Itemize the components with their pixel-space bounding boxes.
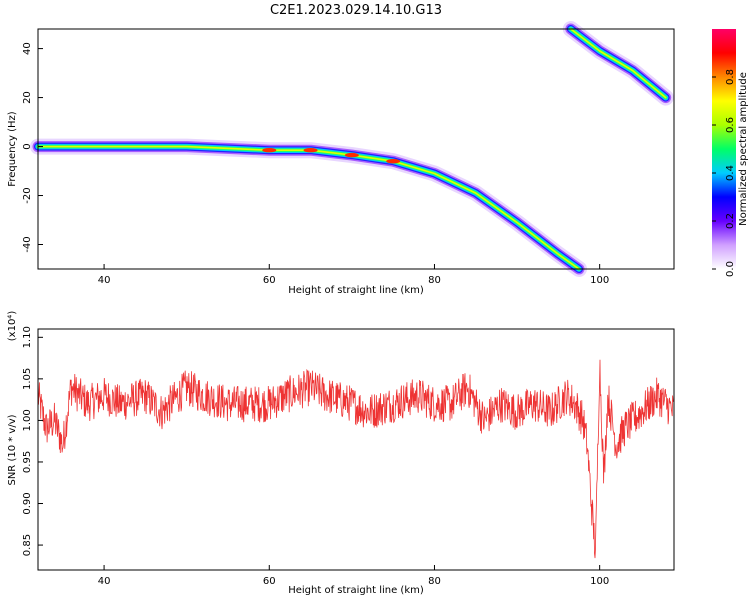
spectrogram-xtick-label: 80	[428, 275, 441, 286]
spectrogram-ytick-label: -20	[22, 187, 33, 203]
colorbar-tick-label: 0.6	[725, 117, 736, 133]
snr-ytick-label: 0.85	[22, 534, 33, 556]
spectrogram-trace-2-band-6	[570, 28, 667, 99]
snr-ytick-label: 1.10	[22, 326, 33, 348]
snr-ytick-label: 0.90	[22, 492, 33, 514]
snr-ylabel: SNR (10 * v/v)	[7, 414, 18, 485]
spectrogram-trace-1-band-6	[37, 145, 580, 270]
spectrogram-peak-marker	[344, 152, 359, 158]
snr-ytick-label: 1.00	[22, 409, 33, 431]
spectrogram-trace-1-band-5	[36, 144, 581, 271]
colorbar-gradient	[712, 29, 736, 269]
spectrogram-xtick-label: 60	[263, 275, 276, 286]
colorbar: 0.0 0.2 0.4 0.6 0.8 Normalized spectral ampl…	[712, 29, 749, 277]
spectrogram-ylabel: Frequency (Hz)	[7, 111, 18, 187]
snr-ytick-label: 1.05	[22, 368, 33, 390]
colorbar-ticks: 0.0 0.2 0.4 0.6 0.8	[712, 69, 736, 277]
spectrogram-xlabel: Height of straight line (km)	[288, 285, 424, 296]
colorbar-tick-label: 0.2	[725, 213, 736, 229]
spectrogram-ytick-label: -40	[22, 236, 33, 252]
spectrogram-ytick-label: 20	[22, 91, 33, 104]
spectrogram-frame	[37, 28, 675, 270]
spectrogram-ytick-label: 40	[22, 42, 33, 55]
figure-title: C2E1.2023.029.14.10.G13	[270, 3, 442, 18]
spectrogram-peak-marker	[303, 148, 318, 153]
spectrogram-peak-marker	[386, 159, 401, 164]
spectrogram-xtick-label: 100	[590, 275, 609, 286]
colorbar-label: Normalized spectral amplitude	[738, 72, 749, 226]
colorbar-tick-label: 0.8	[725, 69, 736, 85]
spectrogram-panel: 40 60 80 100 -40 -20 0 20 40 Height of straight …	[7, 21, 675, 296]
snr-xtick-label: 100	[590, 576, 609, 587]
spectrogram-xtick-label: 40	[98, 275, 111, 286]
spectrogram-peak-marker	[262, 148, 277, 153]
snr-ticks: 40 60 80 100 0.85 0.90 0.95 1.00 1.05 1.10	[22, 326, 609, 587]
snr-xtick-label: 60	[263, 576, 276, 587]
spectrogram-ytick-label: 0	[22, 143, 33, 149]
spectrogram-ticks: 40 60 80 100 -40 -20 0 20 40	[22, 42, 609, 286]
colorbar-tick-label: 0.4	[725, 165, 736, 181]
snr-multiplier: (x10⁴)	[7, 311, 18, 342]
snr-xtick-label: 40	[98, 576, 111, 587]
snr-ytick-label: 0.95	[22, 451, 33, 473]
snr-xlabel: Height of straight line (km)	[288, 585, 424, 596]
snr-panel: 40 60 80 100 0.85 0.90 0.95 1.00 1.05 1.10 Height…	[7, 311, 675, 596]
colorbar-tick-label: 0.0	[725, 261, 736, 277]
snr-series-line	[38, 359, 674, 559]
snr-xtick-label: 80	[428, 576, 441, 587]
snr-frame	[37, 328, 675, 571]
spectrogram-traces	[30, 21, 674, 277]
